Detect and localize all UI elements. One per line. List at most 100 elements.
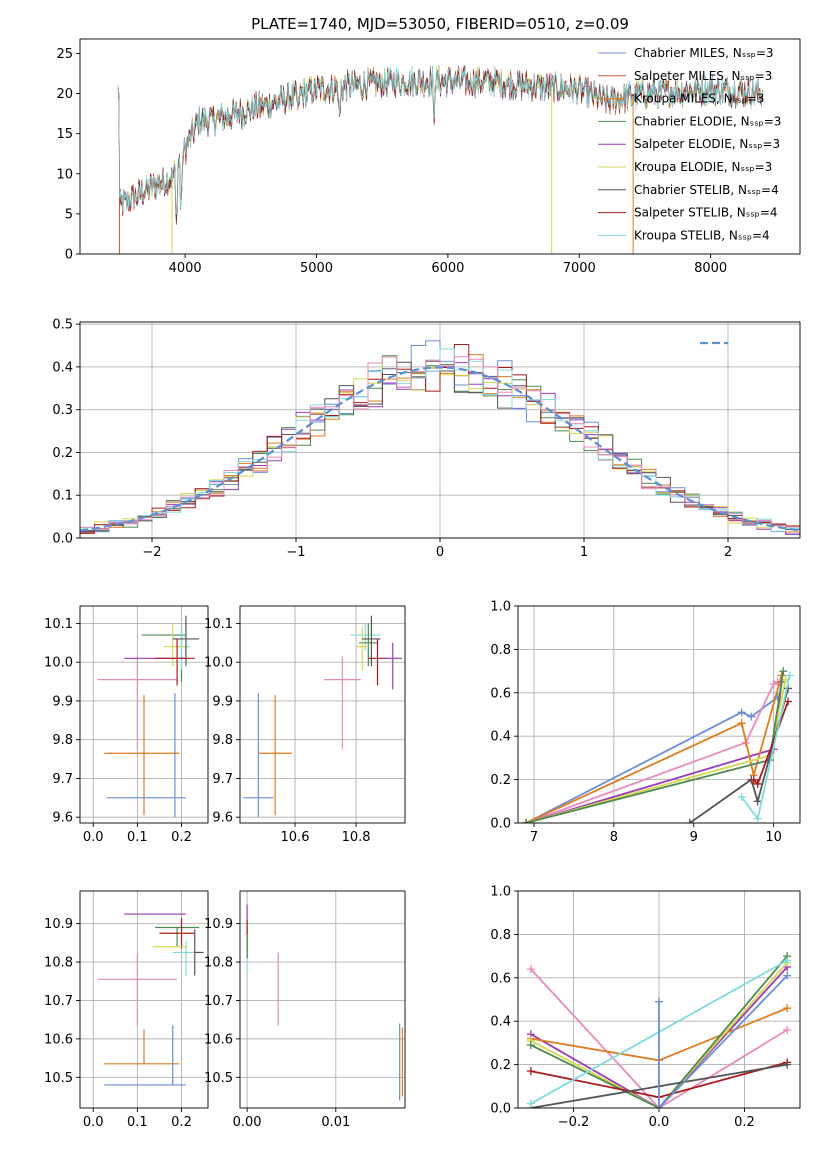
x-tick-label: 7: [530, 830, 538, 845]
panel-massweight_vs_Z: −0.2 0.0 0.2 0.0 0.2 0.4 0.6 0.8 1.0: [490, 885, 801, 1130]
histogram: [80, 348, 800, 538]
x-tick-label: −2: [142, 545, 161, 560]
x-tick-label: 0.1: [127, 830, 148, 845]
panel-age_vs_mass: 10.6 10.8 9.6 9.7 9.8 9.9 10.0 10.1: [204, 605, 406, 845]
y-tick-label: 9.6: [212, 811, 233, 826]
data-point: [350, 623, 381, 651]
figure-title: PLATE=1740, MJD=53050, FIBERID=0510, z=0…: [251, 15, 629, 33]
data-point: [155, 926, 200, 947]
y-tick-label: 9.8: [52, 733, 73, 748]
y-tick-label: 10.1: [204, 617, 233, 632]
data-point: [356, 627, 369, 670]
weight-marker: [753, 814, 762, 823]
y-tick-label: 25: [56, 47, 73, 62]
y-tick-label: 0: [65, 248, 73, 263]
weight-line: [525, 696, 779, 823]
legend-entry: Kroupa MILES, Nₛₛₚ=3: [634, 92, 764, 106]
weight-marker: [783, 956, 792, 965]
weight-marker: [521, 819, 530, 823]
y-tick-label: 0.0: [490, 817, 511, 832]
y-tick-label: 5: [65, 207, 73, 222]
weight-marker: [685, 819, 694, 823]
axes-frame: [79, 890, 209, 1109]
y-tick-label: 9.6: [52, 811, 73, 826]
axes-frame: [239, 605, 406, 824]
data-point: [159, 917, 195, 949]
y-tick-label: 20: [56, 87, 73, 102]
y-tick-label: 0.2: [490, 1058, 511, 1073]
legend-entry: Chabrier MILES, Nₛₛₚ=3: [634, 46, 774, 60]
plot-area: [243, 615, 402, 818]
y-tick-label: 10.7: [204, 994, 233, 1009]
y-tick-label: 10.9: [44, 917, 73, 932]
x-tick-label: −1: [286, 545, 305, 560]
weight-line: [525, 679, 787, 823]
weight-marker: [526, 1067, 535, 1076]
weight-marker: [737, 708, 746, 717]
x-tick-label: 10.8: [342, 830, 371, 845]
x-tick-label: 2: [724, 545, 732, 560]
weight-marker: [526, 965, 535, 974]
y-tick-label: 10.5: [44, 1071, 73, 1086]
y-tick-label: 0.0: [52, 532, 73, 547]
x-tick-label: 5000: [300, 261, 333, 276]
y-tick-label: 0.8: [490, 928, 511, 943]
weight-marker: [783, 971, 792, 980]
axes-frame: [79, 38, 801, 255]
legend-entry: Salpeter ELODIE, Nₛₛₚ=3: [634, 137, 780, 151]
x-tick-label: 0.00: [233, 1115, 262, 1130]
weight-line: [530, 966, 788, 1108]
y-tick-label: 10.5: [204, 1071, 233, 1086]
y-tick-label: 10.0: [204, 656, 233, 671]
x-tick-label: 6000: [431, 261, 464, 276]
data-point: [163, 623, 186, 667]
weight-marker: [526, 1041, 535, 1050]
data-point: [97, 656, 178, 750]
axes-frame: [79, 321, 801, 539]
weight-marker: [655, 997, 663, 1006]
legend-entry: Chabrier ELODIE, Nₛₛₚ=3: [634, 114, 781, 128]
data-point: [258, 695, 292, 816]
plot-area: [521, 667, 794, 823]
weight-marker: [753, 779, 762, 788]
plot-area: [246, 904, 403, 1101]
data-point: [194, 929, 204, 976]
y-tick-label: 0.1: [52, 489, 73, 504]
y-tick-label: 0.8: [490, 643, 511, 658]
x-tick-label: 8000: [694, 261, 727, 276]
y-tick-label: 0.3: [52, 403, 73, 418]
weight-marker: [779, 667, 788, 676]
y-tick-label: 10.8: [204, 956, 233, 971]
data-point: [104, 695, 180, 816]
panel-massweight_vs_age: 7 8 9 10 0.0 0.2 0.4 0.6 0.8 1.0: [490, 600, 801, 845]
weight-line: [658, 974, 788, 1108]
y-tick-label: 0.0: [490, 1102, 511, 1117]
y-tick-label: 10.7: [44, 994, 73, 1009]
x-tick-label: 0.2: [734, 1115, 755, 1130]
plot-area: [526, 952, 792, 1108]
weight-marker: [737, 719, 746, 728]
panel-residuals: −2 −1 0 1 2 0.0 0.1 0.2 0.3 0.4 0.5: [52, 318, 801, 560]
x-tick-label: 9: [690, 830, 698, 845]
legend-entry: Kroupa ELODIE, Nₛₛₚ=3: [634, 160, 772, 174]
x-tick-label: −0.2: [558, 1115, 590, 1130]
x-tick-label: 0.2: [171, 1115, 192, 1130]
weight-line: [530, 968, 788, 1108]
x-tick-label: 10: [765, 830, 782, 845]
axes-frame: [239, 890, 406, 1109]
data-point: [104, 1029, 180, 1065]
y-tick-label: 10.1: [44, 617, 73, 632]
weight-line: [525, 675, 783, 823]
legend-entry: Salpeter STELIB, Nₛₛₚ=4: [634, 206, 778, 220]
x-tick-label: 4000: [169, 261, 202, 276]
x-tick-label: 0.2: [171, 830, 192, 845]
data-point: [243, 693, 274, 818]
y-tick-label: 1.0: [490, 600, 511, 615]
plot-area: [80, 340, 800, 538]
panel-spectrum: 4000 5000 6000 7000 8000 0 5 10 15 20 25 Chabrier M…: [56, 38, 801, 276]
x-tick-label: 0.0: [83, 1115, 104, 1130]
y-tick-label: 0.6: [490, 971, 511, 986]
weight-marker: [749, 775, 758, 784]
weight-line: [525, 681, 779, 823]
panel-mass_vs_Z: 0.0 0.1 0.2 10.5 10.6 10.7 10.8 10.9: [44, 890, 209, 1130]
